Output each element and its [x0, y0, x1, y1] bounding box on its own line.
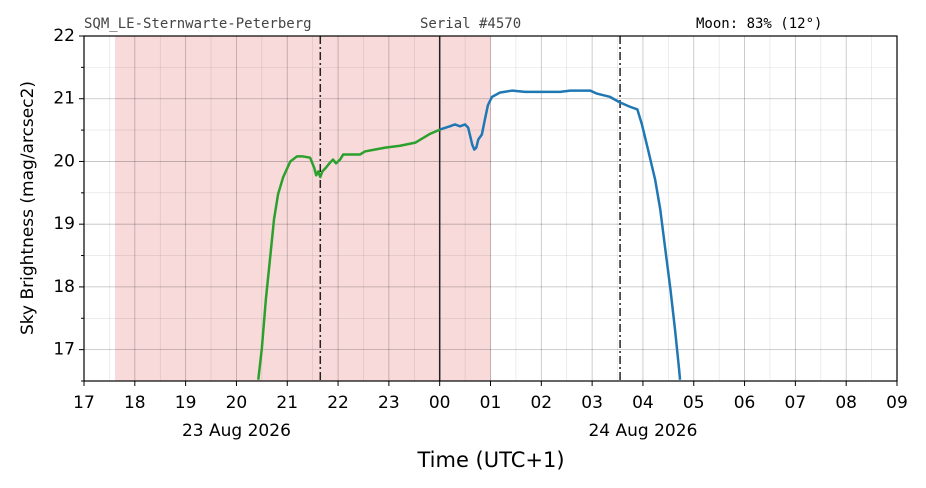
serial-label: Serial #4570 [420, 16, 521, 32]
y-tick-label: 18 [53, 277, 75, 297]
x-tick-label: 18 [124, 393, 146, 413]
x-tick-label: 02 [530, 393, 552, 413]
y-axis-label: Sky Brightness (mag/arcsec2) [18, 81, 38, 335]
x-tick-label: 20 [226, 393, 248, 413]
site-label: SQM_LE-Sternwarte-Peterberg [84, 16, 312, 32]
x-tick-label: 21 [276, 393, 298, 413]
x-tick-label: 05 [683, 393, 705, 413]
moon-label: Moon: 83% (12°) [696, 16, 822, 32]
y-tick-label: 21 [53, 89, 75, 109]
series-line [257, 128, 441, 380]
x-tick-label: 04 [632, 393, 654, 413]
x-tick-label: 09 [886, 393, 908, 413]
series-line [439, 89, 682, 380]
x-tick-label: 00 [429, 393, 451, 413]
y-tick-label: 17 [53, 340, 75, 360]
x-tick-label: 08 [835, 393, 857, 413]
x-tick-label: 22 [327, 393, 349, 413]
x-tick-label: 17 [73, 393, 95, 413]
night-span [114, 36, 492, 381]
x-tick-label: 06 [734, 393, 756, 413]
date-label: 23 Aug 2026 [182, 421, 291, 441]
x-tick-label: 03 [581, 393, 603, 413]
x-tick-label: 19 [175, 393, 197, 413]
x-tick-label: 01 [480, 393, 502, 413]
x-tick-label: 07 [785, 393, 807, 413]
y-tick-label: 20 [53, 151, 75, 171]
date-label: 24 Aug 2026 [588, 421, 697, 441]
y-tick-label: 19 [53, 214, 75, 234]
x-tick-label: 23 [378, 393, 400, 413]
y-tick-label: 22 [53, 26, 75, 46]
x-axis-label: Time (UTC+1) [416, 448, 564, 472]
plot-frame [83, 35, 898, 382]
